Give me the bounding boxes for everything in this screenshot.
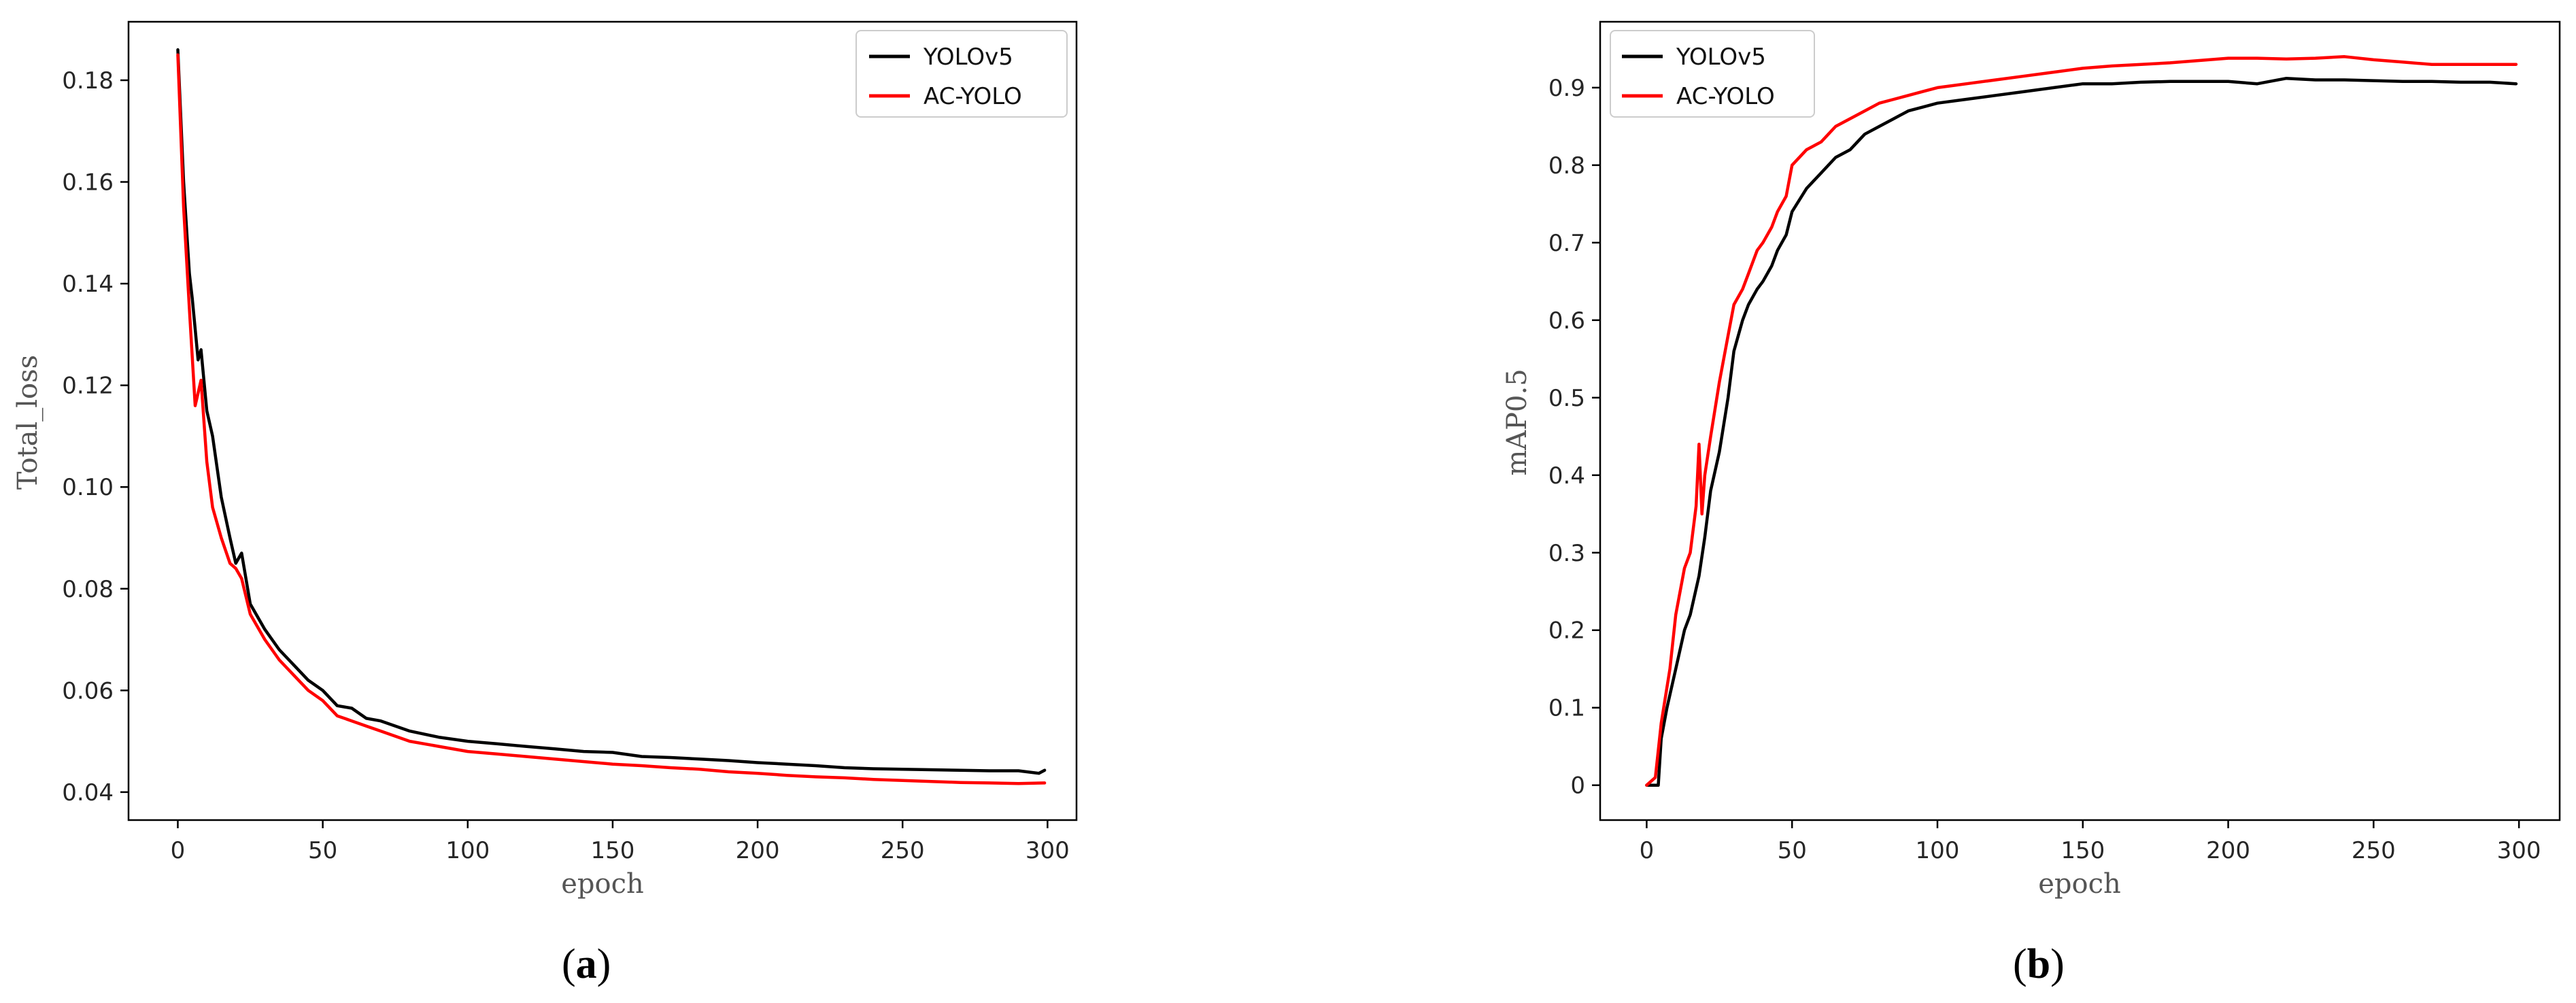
legend-label-yolov5-a: YOLOv5 — [923, 44, 1013, 71]
y-tick-label: 0.12 — [62, 373, 114, 400]
x-tick-label: 300 — [1026, 837, 1070, 864]
x-tick-label: 50 — [1778, 837, 1807, 864]
y-tick-label: 0.8 — [1548, 152, 1585, 180]
x-tick-label: 0 — [1640, 837, 1655, 864]
y-tick-label: 0.08 — [62, 576, 114, 603]
caption-a: (a) — [562, 941, 611, 987]
chart-panel-b: 0 50 100 150 200 250 300 0 0.1 0.2 0.3 0.4 0.5 0.6 0.… — [1502, 20, 2561, 987]
series-line-ac-yolo-a — [176, 53, 1047, 785]
legend-b: YOLOv5 AC-YOLO — [1610, 30, 1815, 118]
x-tick-label: 50 — [308, 837, 337, 864]
y-axis-label-b: mAP0.5 — [1502, 369, 1533, 475]
legend-a: YOLOv5 AC-YOLO — [855, 30, 1068, 118]
x-axis-label-a: epoch — [561, 868, 644, 900]
y-tick-label: 0 — [1570, 772, 1585, 800]
series-line-ac-yolo-b — [1645, 55, 2518, 787]
series-lines-a — [176, 48, 1047, 785]
caption-open-paren-a: ( — [562, 941, 576, 987]
legend-label-ac-yolo-b: AC-YOLO — [1676, 83, 1775, 110]
caption-letter-a: a — [576, 941, 597, 987]
x-tick-label: 150 — [590, 837, 634, 864]
x-tick-label: 250 — [881, 837, 925, 864]
caption-b: (b) — [2013, 941, 2065, 987]
y-tick-label: 0.3 — [1548, 540, 1585, 567]
x-ticks-b: 0 50 100 150 200 250 300 — [1640, 820, 2541, 864]
y-tick-label: 0.04 — [62, 779, 114, 806]
y-ticks-b: 0 0.1 0.2 0.3 0.4 0.5 0.6 0.7 0.8 0.9 — [1548, 75, 1600, 800]
caption-open-paren-b: ( — [2013, 941, 2027, 987]
y-tick-label: 0.6 — [1548, 307, 1585, 335]
series-line-yolov5-a — [176, 48, 1047, 775]
y-ticks-a: 0.04 0.06 0.08 0.10 0.12 0.14 0.16 0.18 — [62, 67, 129, 806]
y-tick-label: 0.4 — [1548, 462, 1585, 490]
x-tick-label: 200 — [2206, 837, 2250, 864]
x-tick-label: 100 — [445, 837, 490, 864]
x-tick-label: 300 — [2497, 837, 2541, 864]
x-tick-label: 100 — [1916, 837, 1960, 864]
plot-area-frame-b — [1599, 20, 2561, 821]
y-tick-label: 0.06 — [62, 677, 114, 704]
y-axis-label-a: Total_loss — [12, 355, 44, 490]
series-line-yolov5-b — [1645, 76, 2518, 787]
y-tick-label: 0.9 — [1548, 75, 1585, 102]
y-tick-label: 0.10 — [62, 474, 114, 501]
x-tick-label: 0 — [171, 837, 186, 864]
y-tick-label: 0.16 — [62, 169, 114, 197]
x-tick-label: 150 — [2061, 837, 2105, 864]
caption-letter-b: b — [2027, 941, 2050, 987]
chart-panel-a: 0 50 100 150 200 250 300 0.040.060.080.100.120… — [12, 20, 1078, 987]
legend-label-yolov5-b: YOLOv5 — [1676, 44, 1766, 71]
x-tick-label: 200 — [736, 837, 780, 864]
plot-area-frame-a — [127, 20, 1078, 821]
legend-label-ac-yolo-a: AC-YOLO — [923, 83, 1022, 110]
x-tick-label: 250 — [2352, 837, 2396, 864]
y-tick-label: 0.2 — [1548, 617, 1585, 645]
x-ticks-a: 0 50 100 150 200 250 300 — [171, 820, 1070, 864]
x-axis-label-b: epoch — [2038, 868, 2121, 900]
caption-close-paren-b: ) — [2050, 941, 2065, 987]
y-tick-label: 0.7 — [1548, 230, 1585, 257]
y-tick-label: 0.1 — [1548, 695, 1585, 722]
y-tick-label: 0.18 — [62, 67, 114, 95]
caption-close-paren-a: ) — [597, 941, 611, 987]
y-tick-label: 0.5 — [1548, 385, 1585, 412]
series-lines-b — [1645, 55, 2518, 787]
y-tick-label: 0.14 — [62, 271, 114, 298]
